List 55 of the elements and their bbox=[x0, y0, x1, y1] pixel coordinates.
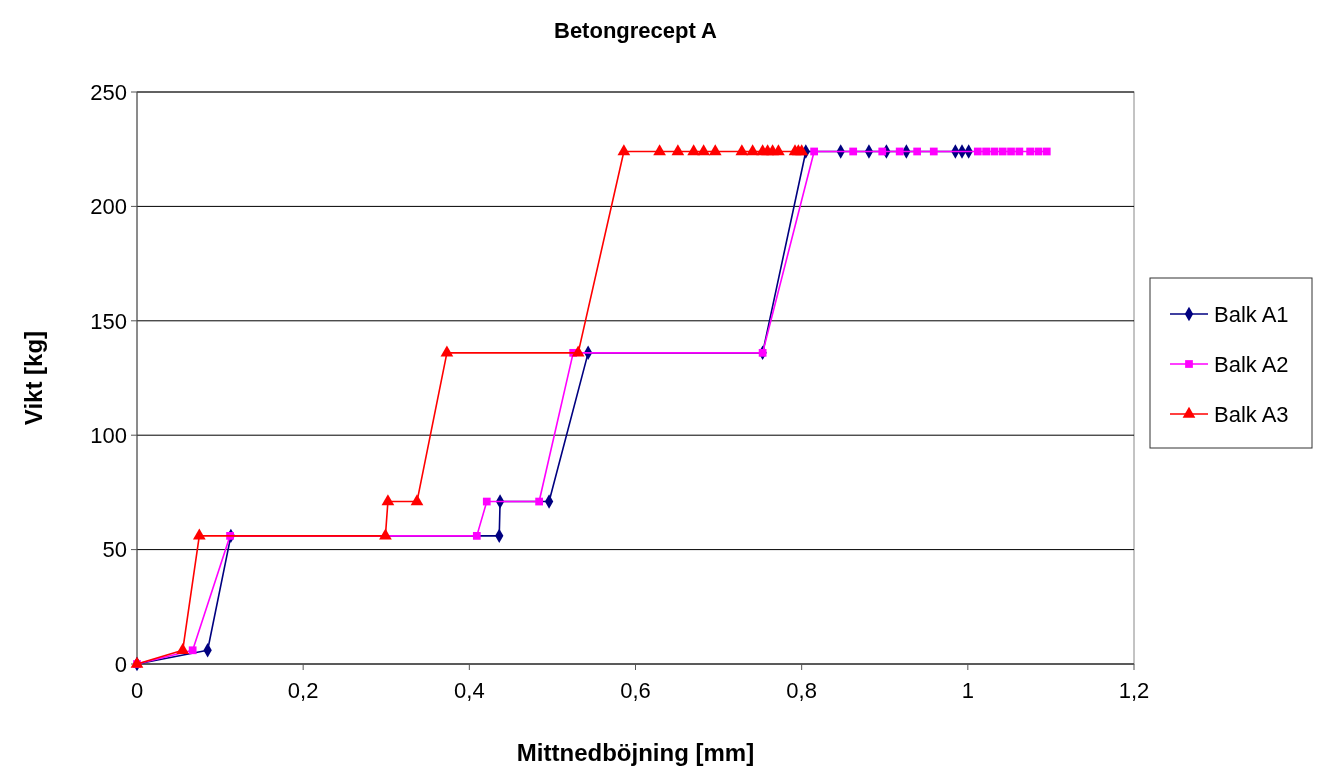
y-tick-label: 250 bbox=[90, 79, 127, 105]
point bbox=[472, 532, 481, 540]
point bbox=[849, 147, 858, 156]
x-tick-label: 0,4 bbox=[454, 678, 485, 703]
y-tick-label: 150 bbox=[90, 308, 127, 334]
point bbox=[735, 144, 749, 156]
y-tick-label: 200 bbox=[90, 194, 127, 220]
x-tick-label: 0,6 bbox=[620, 678, 651, 703]
x-axis-title: Mittnedböjning [mm] bbox=[516, 739, 755, 766]
point bbox=[1015, 147, 1024, 156]
point bbox=[440, 345, 454, 357]
point bbox=[653, 144, 666, 156]
point bbox=[188, 646, 197, 655]
chart-title: Betongrecept A bbox=[554, 18, 718, 43]
x-tick-label: 1,2 bbox=[1118, 678, 1150, 703]
point bbox=[410, 494, 424, 506]
x-tick-label: 0,8 bbox=[786, 678, 817, 703]
legend-label: Balk A1 bbox=[1214, 301, 1289, 327]
y-axis-title: Vikt [kg] bbox=[20, 330, 47, 426]
point bbox=[1042, 147, 1051, 156]
point bbox=[895, 147, 904, 156]
point bbox=[982, 147, 990, 156]
point bbox=[482, 497, 491, 506]
x-tick-label: 0,2 bbox=[287, 678, 319, 703]
point bbox=[381, 494, 395, 506]
point bbox=[379, 528, 392, 540]
point bbox=[913, 147, 922, 156]
point bbox=[746, 144, 759, 156]
point bbox=[671, 144, 685, 156]
x-tick-label: 0 bbox=[130, 678, 144, 703]
y-tick-label: 100 bbox=[90, 422, 127, 448]
point bbox=[697, 144, 710, 156]
legend-label: Balk A3 bbox=[1214, 401, 1289, 427]
point bbox=[758, 348, 767, 357]
point bbox=[130, 656, 144, 668]
point bbox=[795, 144, 809, 156]
point bbox=[998, 147, 1007, 156]
point bbox=[176, 642, 190, 654]
point bbox=[535, 497, 543, 506]
point bbox=[929, 147, 938, 156]
point bbox=[617, 144, 631, 156]
point bbox=[687, 144, 701, 156]
point bbox=[571, 345, 585, 357]
y-tick-label: 0 bbox=[114, 651, 127, 677]
point bbox=[878, 147, 887, 156]
point bbox=[1007, 147, 1015, 156]
legend-label: Balk A2 bbox=[1214, 351, 1289, 377]
point bbox=[973, 147, 982, 156]
point bbox=[192, 528, 206, 540]
point bbox=[772, 144, 785, 156]
y-tick-label: 50 bbox=[102, 537, 127, 563]
point bbox=[708, 144, 722, 156]
point bbox=[1026, 147, 1035, 156]
x-tick-label: 1 bbox=[961, 678, 974, 703]
point bbox=[810, 147, 818, 156]
